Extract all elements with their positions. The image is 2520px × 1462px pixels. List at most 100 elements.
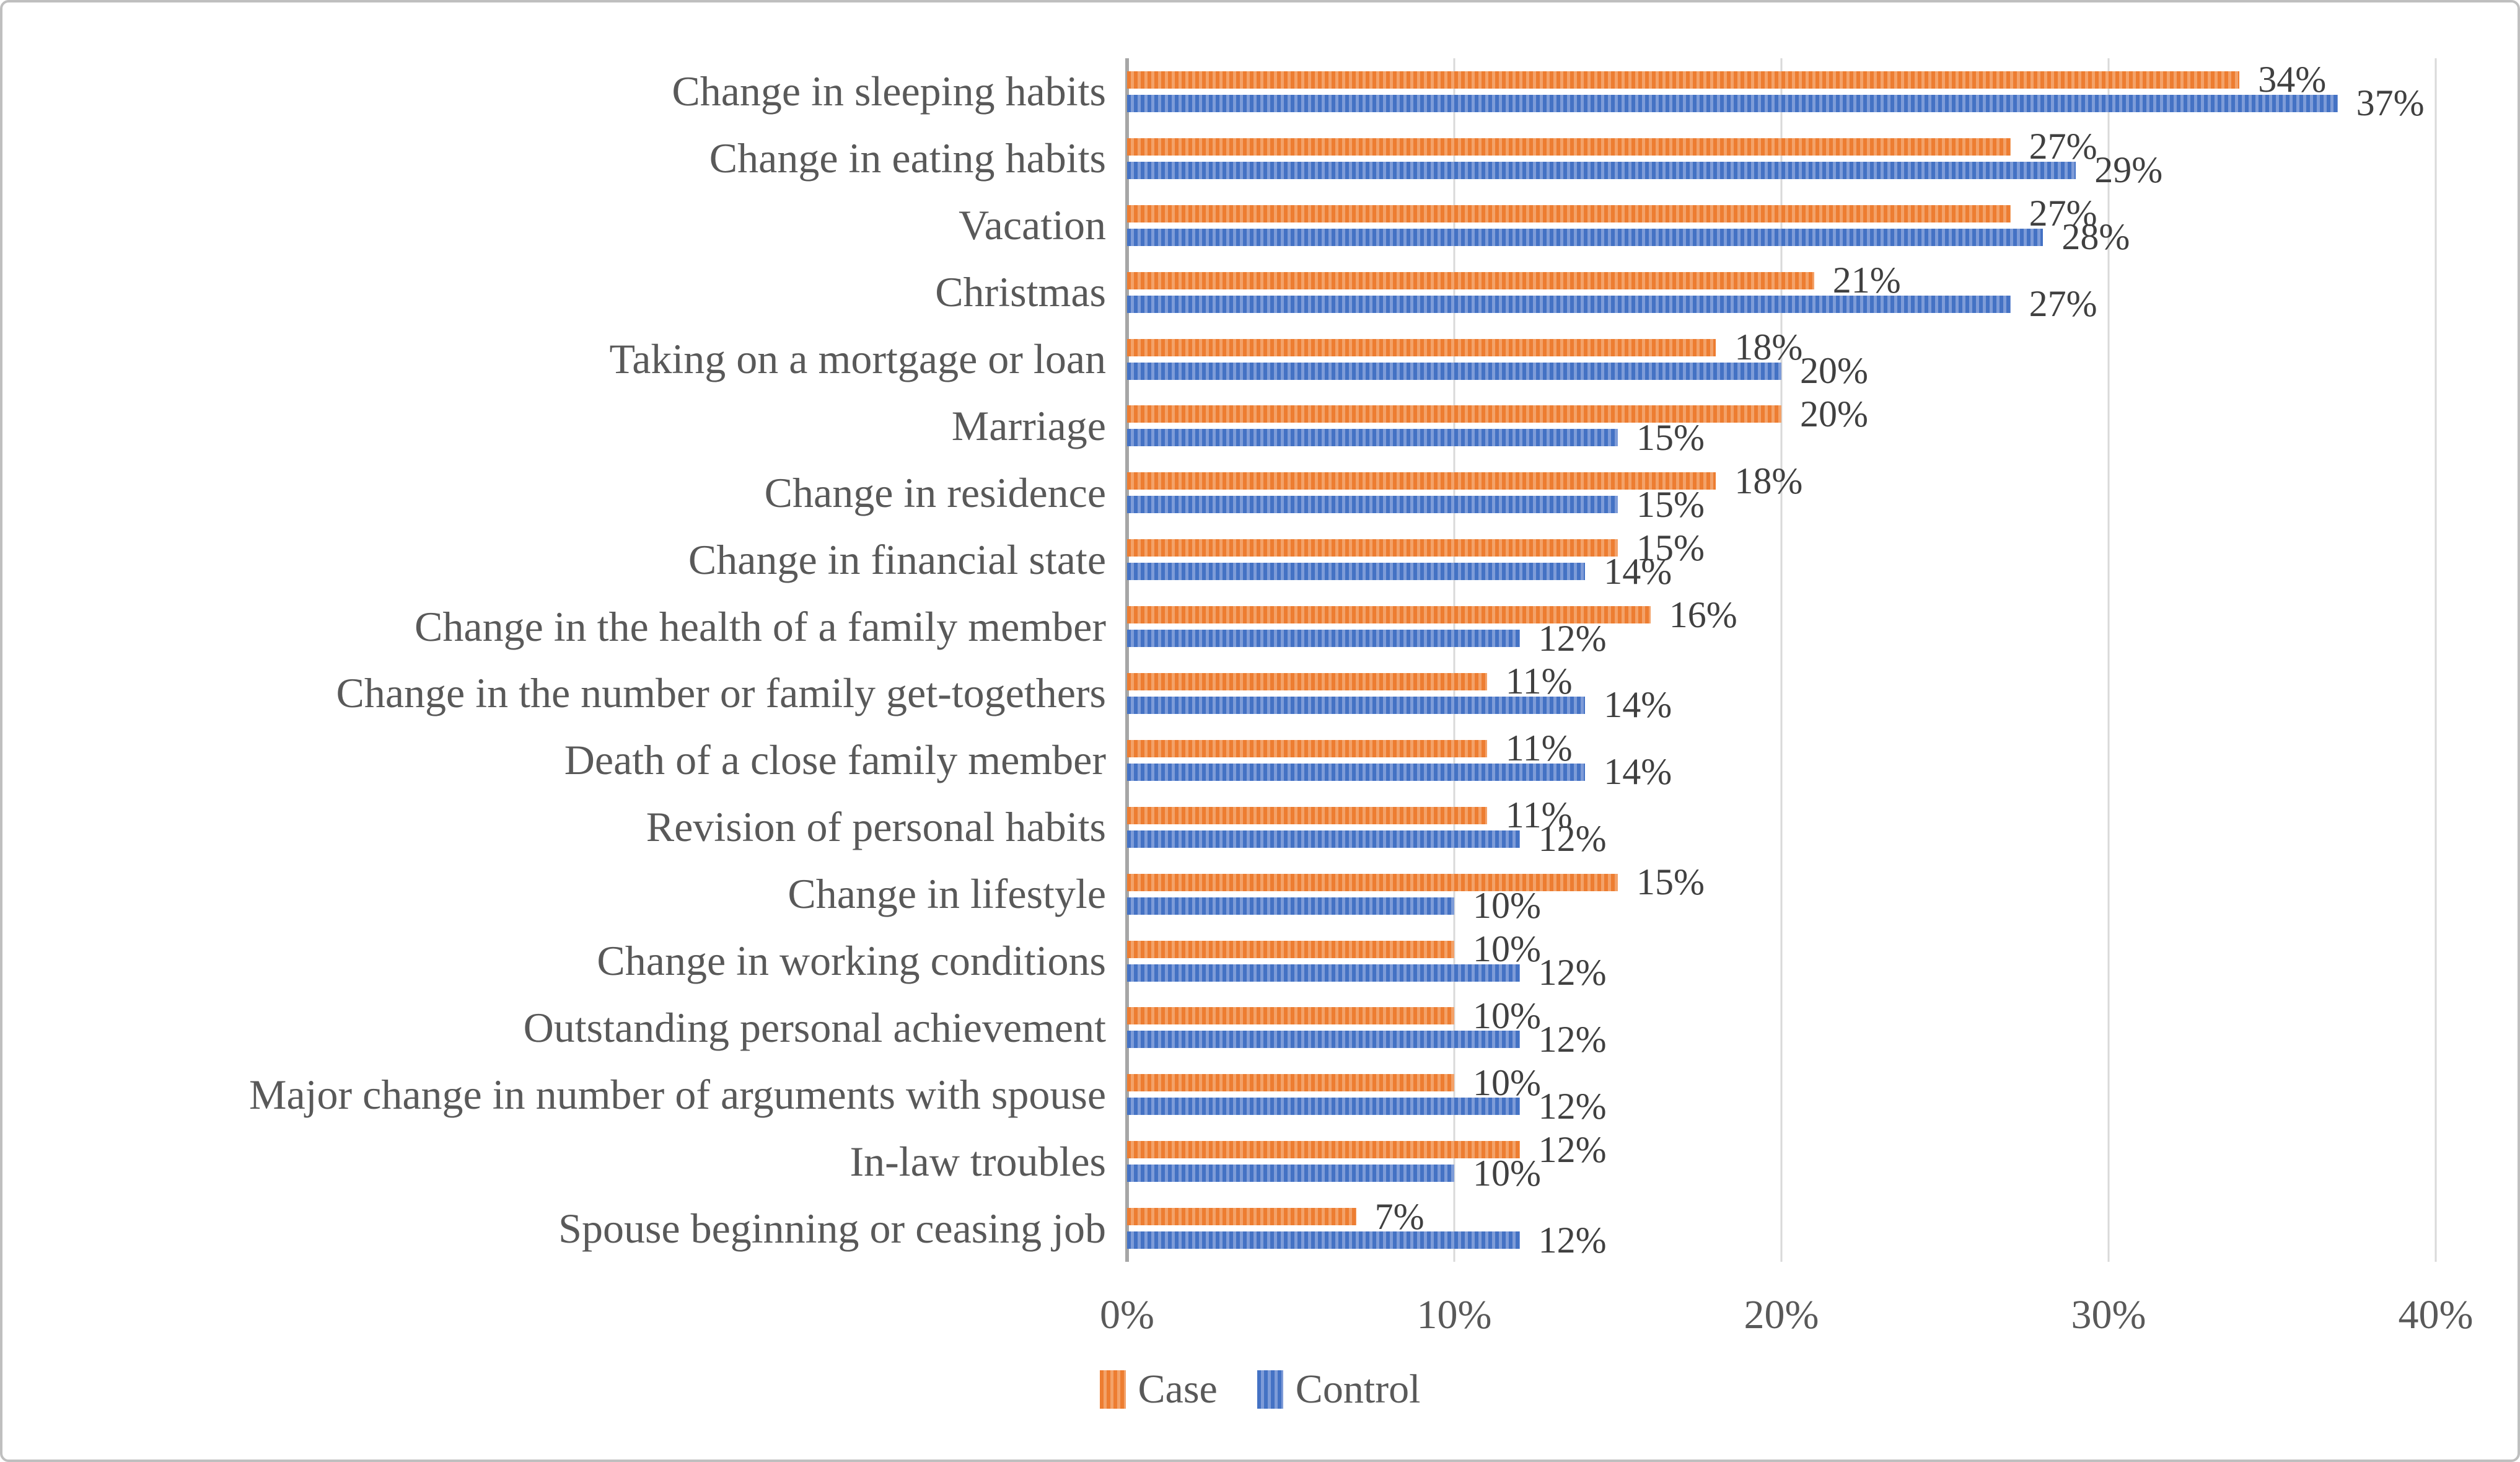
category-row: Major change in number of arguments with… <box>2 1061 2436 1128</box>
case-bar <box>1127 271 1814 289</box>
value-label: 15% <box>1636 416 1705 458</box>
category-label: Taking on a mortgage or loan <box>609 335 1106 382</box>
value-label: 28% <box>2061 216 2130 258</box>
case-bar-line: 27% <box>1127 193 2436 234</box>
control-bar-line: 15% <box>1127 484 2436 525</box>
case-bar-line: 10% <box>1127 928 2436 969</box>
case-bar-line: 27% <box>1127 126 2436 167</box>
x-tick-label: 40% <box>2398 1292 2474 1337</box>
control-bar <box>1127 228 2044 246</box>
case-bar <box>1127 71 2240 89</box>
category-label: Change in lifestyle <box>788 870 1106 918</box>
gridline <box>2107 58 2110 1262</box>
category-label: Change in sleeping habits <box>672 68 1106 115</box>
case-bar <box>1127 472 1716 490</box>
x-tick-label: 10% <box>1416 1292 1492 1337</box>
value-label: 12% <box>1538 617 1607 659</box>
control-bar-line: 27% <box>1127 283 2436 324</box>
bar-pair: 15% 14% <box>1127 526 2436 593</box>
category-label: Death of a close family member <box>564 736 1106 784</box>
case-bar-line: 10% <box>1127 1062 2436 1103</box>
control-bar <box>1127 964 1520 982</box>
category-row: Revision of personal habits 11% 12% <box>2 794 2436 861</box>
case-bar-line: 18% <box>1127 460 2436 501</box>
control-bar <box>1127 696 1586 714</box>
category-label: In-law troubles <box>850 1137 1106 1185</box>
value-label: 10% <box>1473 885 1541 927</box>
bar-pair: 11% 14% <box>1127 660 2436 727</box>
bar-pair: 11% 12% <box>1127 794 2436 861</box>
category-label: Change in the number or family get-toget… <box>336 669 1106 717</box>
control-bar-line: 10% <box>1127 1153 2436 1194</box>
value-label: 10% <box>1473 1062 1541 1103</box>
category-label: Spouse beginning or ceasing job <box>558 1204 1106 1252</box>
bar-pair: 20% 15% <box>1127 392 2436 459</box>
control-bar-line: 15% <box>1127 417 2436 458</box>
control-bar-line: 29% <box>1127 149 2436 190</box>
case-bar <box>1127 806 1487 824</box>
x-tick-label: 20% <box>1744 1292 1819 1337</box>
control-bar <box>1127 563 1586 581</box>
value-label: 21% <box>1832 260 1901 301</box>
value-label: 15% <box>1636 861 1705 903</box>
control-bar <box>1127 429 1618 447</box>
control-bar <box>1127 630 1520 648</box>
value-label: 18% <box>1734 327 1803 368</box>
category-row: Change in sleeping habits 34% 37% <box>2 58 2436 125</box>
control-bar-line: 12% <box>1127 818 2436 859</box>
case-bar-line: 34% <box>1127 59 2436 100</box>
category-label: Change in eating habits <box>709 134 1106 182</box>
bar-pair: 21% 27% <box>1127 259 2436 326</box>
case-bar-line: 10% <box>1127 995 2436 1036</box>
plot-gridlines <box>1125 58 2437 1262</box>
control-bar <box>1127 897 1454 915</box>
category-label: Christmas <box>935 268 1106 316</box>
value-label: 27% <box>2029 193 2097 234</box>
case-swatch-icon <box>1099 1370 1126 1409</box>
value-label: 16% <box>1669 594 1737 635</box>
category-label: Vacation <box>959 201 1106 249</box>
case-bar <box>1127 1141 1520 1159</box>
bar-pair: 15% 10% <box>1127 861 2436 928</box>
category-row: Change in financial state 15% 14% <box>2 526 2436 593</box>
x-tick-label: 30% <box>2071 1292 2146 1337</box>
case-bar-line: 11% <box>1127 795 2436 835</box>
control-bar-line: 12% <box>1127 1086 2436 1127</box>
legend: Case Control <box>2 1366 2518 1413</box>
value-label: 11% <box>1505 795 1573 836</box>
control-bar-line: 12% <box>1127 618 2436 659</box>
case-bar <box>1127 338 1716 356</box>
gridline <box>2434 58 2437 1262</box>
legend-label-case: Case <box>1138 1367 1218 1412</box>
case-bar-line: 18% <box>1127 327 2436 368</box>
y-axis-line <box>1125 58 1129 1262</box>
case-bar <box>1127 539 1618 557</box>
control-bar <box>1127 1098 1520 1116</box>
bar-pair: 18% 15% <box>1127 459 2436 526</box>
control-bar <box>1127 295 2011 313</box>
bar-pair: 16% 12% <box>1127 593 2436 660</box>
case-bar-line: 11% <box>1127 661 2436 702</box>
control-bar-line: 28% <box>1127 216 2436 257</box>
category-label: Change in working conditions <box>597 937 1106 985</box>
value-label: 10% <box>1473 1152 1541 1194</box>
legend-label-control: Control <box>1295 1367 1421 1412</box>
category-label: Change in financial state <box>688 535 1106 583</box>
category-row: Taking on a mortgage or loan 18% 20% <box>2 326 2436 393</box>
control-bar-line: 10% <box>1127 885 2436 926</box>
category-row: Change in lifestyle 15% 10% <box>2 861 2436 928</box>
category-row: Change in residence 18% 15% <box>2 459 2436 526</box>
control-bar-line: 12% <box>1127 952 2436 993</box>
bar-pair: 7% 12% <box>1127 1195 2436 1262</box>
case-bar <box>1127 739 1487 757</box>
case-bar-line: 21% <box>1127 260 2436 301</box>
gridline <box>1780 58 1783 1262</box>
category-label: Change in the health of a family member <box>415 602 1106 650</box>
category-row: Change in the number or family get-toget… <box>2 660 2436 727</box>
legend-item-case: Case <box>1099 1366 1218 1413</box>
x-axis: 0% 10% 20% 30% 40% <box>1100 1292 2473 1347</box>
control-bar-line: 12% <box>1127 1220 2436 1261</box>
control-bar <box>1127 763 1586 781</box>
bar-pair: 10% 12% <box>1127 1061 2436 1128</box>
value-label: 10% <box>1473 995 1541 1036</box>
